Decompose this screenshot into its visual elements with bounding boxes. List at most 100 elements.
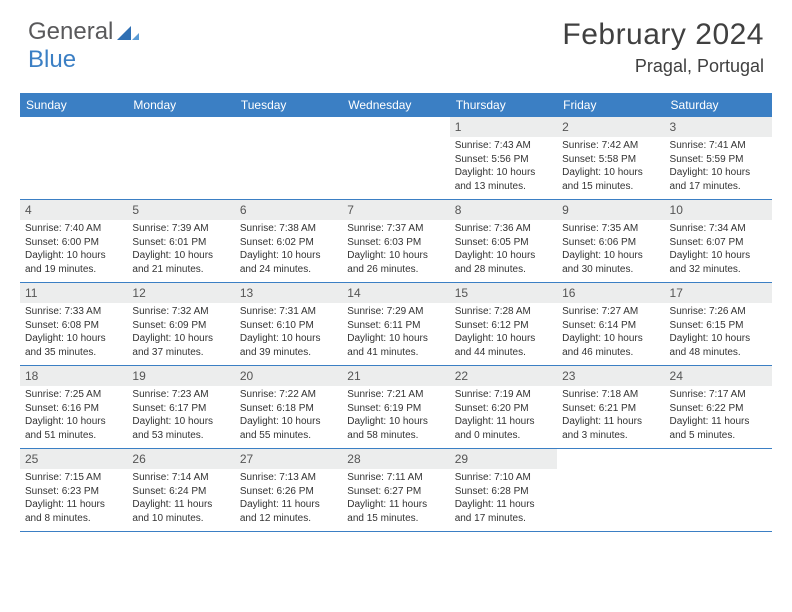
sunset-text: Sunset: 5:58 PM	[562, 153, 659, 167]
daylight-text: Daylight: 11 hours and 3 minutes.	[562, 415, 659, 442]
day-body: Sunrise: 7:36 AMSunset: 6:05 PMDaylight:…	[450, 221, 557, 279]
sunrise-text: Sunrise: 7:42 AM	[562, 139, 659, 153]
weekday-header: Wednesday	[342, 93, 449, 117]
day-body: Sunrise: 7:17 AMSunset: 6:22 PMDaylight:…	[665, 387, 772, 445]
sunrise-text: Sunrise: 7:35 AM	[562, 222, 659, 236]
sunset-text: Sunset: 6:10 PM	[240, 319, 337, 333]
calendar-grid: 1Sunrise: 7:43 AMSunset: 5:56 PMDaylight…	[20, 117, 772, 532]
week-row: 18Sunrise: 7:25 AMSunset: 6:16 PMDayligh…	[20, 366, 772, 449]
day-cell: 22 Sunrise: 7:19 AMSunset: 6:20 PMDayligh…	[450, 366, 557, 448]
weekday-header: Friday	[557, 93, 664, 117]
sunset-text: Sunset: 6:01 PM	[132, 236, 229, 250]
day-body: Sunrise: 7:21 AMSunset: 6:19 PMDaylight:…	[342, 387, 449, 445]
day-body: Sunrise: 7:37 AMSunset: 6:03 PMDaylight:…	[342, 221, 449, 279]
weekday-header: Sunday	[20, 93, 127, 117]
day-cell: 12Sunrise: 7:32 AMSunset: 6:09 PMDayligh…	[127, 283, 234, 365]
daylight-text: Daylight: 11 hours and 5 minutes.	[670, 415, 767, 442]
week-row: 4Sunrise: 7:40 AMSunset: 6:00 PMDaylight…	[20, 200, 772, 283]
daylight-text: Daylight: 10 hours and 44 minutes.	[455, 332, 552, 359]
day-number: 15	[450, 283, 557, 303]
sunset-text: Sunset: 6:26 PM	[240, 485, 337, 499]
day-body: Sunrise: 7:39 AMSunset: 6:01 PMDaylight:…	[127, 221, 234, 279]
sunset-text: Sunset: 6:15 PM	[670, 319, 767, 333]
daylight-text: Daylight: 10 hours and 48 minutes.	[670, 332, 767, 359]
day-cell: 2Sunrise: 7:42 AMSunset: 5:58 PMDaylight…	[557, 117, 664, 199]
sunrise-text: Sunrise: 7:43 AM	[455, 139, 552, 153]
day-number: 27	[235, 449, 342, 469]
sunset-text: Sunset: 5:56 PM	[455, 153, 552, 167]
day-cell: 11Sunrise: 7:33 AMSunset: 6:08 PMDayligh…	[20, 283, 127, 365]
day-body: Sunrise: 7:10 AMSunset: 6:28 PMDaylight:…	[450, 470, 557, 528]
day-cell: 18Sunrise: 7:25 AMSunset: 6:16 PMDayligh…	[20, 366, 127, 448]
daylight-text: Daylight: 10 hours and 46 minutes.	[562, 332, 659, 359]
day-number: 1	[450, 117, 557, 137]
sunset-text: Sunset: 6:22 PM	[670, 402, 767, 416]
sunset-text: Sunset: 6:24 PM	[132, 485, 229, 499]
sunset-text: Sunset: 6:27 PM	[347, 485, 444, 499]
day-body: Sunrise: 7:26 AMSunset: 6:15 PMDaylight:…	[665, 304, 772, 362]
day-cell: 6 Sunrise: 7:38 AMSunset: 6:02 PMDaylight…	[235, 200, 342, 282]
sunrise-text: Sunrise: 7:37 AM	[347, 222, 444, 236]
week-row: 11 Sunrise: 7:33 AMSunset: 6:08 PM Dayligh…	[20, 283, 772, 366]
sunset-text: Sunset: 6:07 PM	[670, 236, 767, 250]
weekday-header-row: SundayMondayTuesdayWednesdayThursdayFrid…	[20, 93, 772, 117]
day-number: 4	[20, 200, 127, 220]
sunset-text: Sunset: 6:12 PM	[455, 319, 552, 333]
daylight-text: Daylight: 11 hours and 0 minutes.	[455, 415, 552, 442]
day-number: 6	[235, 200, 342, 220]
sunrise-text: Sunrise: 7:27 AM	[562, 305, 659, 319]
daylight-text: Daylight: 10 hours and 24 minutes.	[240, 249, 337, 276]
day-body: Sunrise: 7:14 AMSunset: 6:24 PMDaylight:…	[127, 470, 234, 528]
day-body: Sunrise: 7:23 AMSunset: 6:17 PMDaylight:…	[127, 387, 234, 445]
day-cell: 7Sunrise: 7:37 AMSunset: 6:03 PMDaylight…	[342, 200, 449, 282]
sunrise-text: Sunrise: 7:33 AM	[25, 305, 122, 319]
day-number: 11	[20, 283, 127, 303]
sunset-text: Sunset: 6:16 PM	[25, 402, 122, 416]
sunrise-text: Sunrise: 7:38 AM	[240, 222, 337, 236]
daylight-text: Daylight: 10 hours and 13 minutes.	[455, 166, 552, 193]
weekday-header: Saturday	[665, 93, 772, 117]
day-body: Sunrise: 7:22 AMSunset: 6:18 PMDaylight:…	[235, 387, 342, 445]
day-cell-empty	[342, 117, 449, 199]
day-cell: 27Sunrise: 7:13 AMSunset: 6:26 PMDayligh…	[235, 449, 342, 531]
day-cell: 3Sunrise: 7:41 AMSunset: 5:59 PMDaylight…	[665, 117, 772, 199]
sunset-text: Sunset: 6:02 PM	[240, 236, 337, 250]
sunrise-text: Sunrise: 7:19 AM	[455, 388, 552, 402]
sunset-text: Sunset: 6:28 PM	[455, 485, 552, 499]
day-cell-empty	[20, 117, 127, 199]
sunset-text: Sunset: 6:14 PM	[562, 319, 659, 333]
calendar: SundayMondayTuesdayWednesdayThursdayFrid…	[20, 93, 772, 532]
daylight-text: Daylight: 10 hours and 17 minutes.	[670, 166, 767, 193]
sunset-text: Sunset: 6:06 PM	[562, 236, 659, 250]
sunset-text: Sunset: 6:11 PM	[347, 319, 444, 333]
day-cell: 23Sunrise: 7:18 AMSunset: 6:21 PMDayligh…	[557, 366, 664, 448]
daylight-text: Daylight: 11 hours and 10 minutes.	[132, 498, 229, 525]
day-number: 23	[557, 366, 664, 386]
sunset-text: Sunset: 6:08 PM	[25, 319, 122, 333]
daylight-text: Daylight: 10 hours and 39 minutes.	[240, 332, 337, 359]
day-cell-empty	[235, 117, 342, 199]
sunrise-text: Sunrise: 7:40 AM	[25, 222, 122, 236]
sunrise-text: Sunrise: 7:28 AM	[455, 305, 552, 319]
month-title: February 2024	[562, 18, 764, 52]
sunrise-text: Sunrise: 7:21 AM	[347, 388, 444, 402]
daylight-text: Daylight: 11 hours and 17 minutes.	[455, 498, 552, 525]
day-number: 5	[127, 200, 234, 220]
daylight-text: Daylight: 11 hours and 12 minutes.	[240, 498, 337, 525]
sunrise-text: Sunrise: 7:14 AM	[132, 471, 229, 485]
day-cell: 10Sunrise: 7:34 AMSunset: 6:07 PMDayligh…	[665, 200, 772, 282]
day-number: 22	[450, 366, 557, 386]
day-cell: 29Sunrise: 7:10 AMSunset: 6:28 PMDayligh…	[450, 449, 557, 531]
weekday-header: Tuesday	[235, 93, 342, 117]
sunset-text: Sunset: 6:20 PM	[455, 402, 552, 416]
logo-word2: Blue	[28, 46, 76, 74]
day-body: Sunrise: 7:11 AMSunset: 6:27 PMDaylight:…	[342, 470, 449, 528]
daylight-text: Daylight: 10 hours and 41 minutes.	[347, 332, 444, 359]
sunrise-text: Sunrise: 7:29 AM	[347, 305, 444, 319]
daylight-text: Daylight: 10 hours and 51 minutes.	[25, 415, 122, 442]
weekday-header: Thursday	[450, 93, 557, 117]
title-block: February 2024 Pragal, Portugal	[562, 18, 764, 77]
sunset-text: Sunset: 5:59 PM	[670, 153, 767, 167]
daylight-text: Daylight: 10 hours and 19 minutes.	[25, 249, 122, 276]
sunset-text: Sunset: 6:17 PM	[132, 402, 229, 416]
